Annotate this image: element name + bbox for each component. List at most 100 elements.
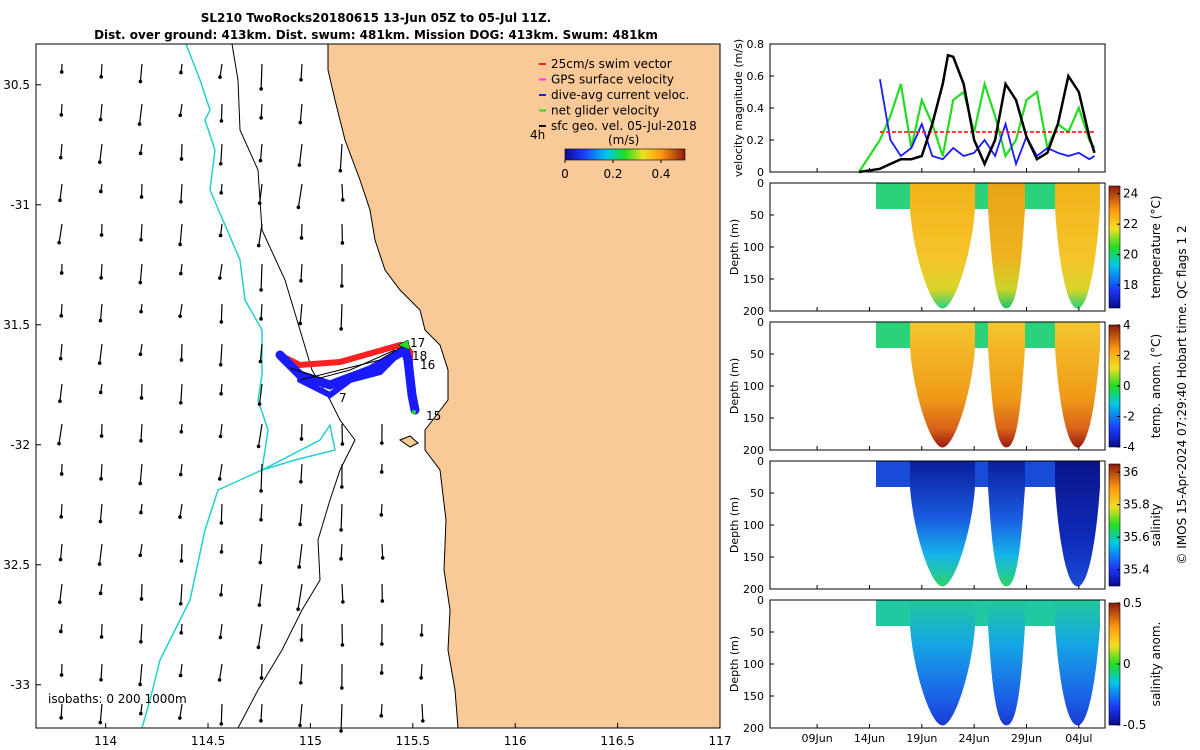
map-ytick-label: 30.5 [3,78,30,92]
current-arrowhead [256,444,261,449]
heatmap-cbar-tick-label: 4 [1123,318,1131,332]
current-arrowhead [340,442,345,446]
legend-note: 4h [530,128,545,142]
current-arrowhead [340,643,345,647]
map-xtick-label: 116.5 [600,734,634,748]
track-label: 16 [420,358,435,372]
current-arrow [297,583,303,610]
current-arrowhead [98,519,103,524]
heatmap-cbar-tick-label: 20 [1123,248,1138,262]
current-arrow [99,503,103,522]
current-arrow [300,623,303,640]
map-ytick-label: -31 [10,198,30,212]
heatmap-ylabel: Depth (m) [728,219,741,275]
current-arrow [219,463,223,480]
current-arrow [58,223,63,243]
current-arrowhead [217,477,222,481]
heatmap-ytick-label: 150 [743,412,764,425]
current-arrow [341,583,344,602]
heatmap-panel: 0 50 100 150 200 Depth (m) 4 2 0 -2 -4 temp. anom. … [728,316,1163,457]
chart-title-line1: SL210 TwoRocks20180615 13-Jun 05Z to 05-… [201,11,552,25]
current-arrowhead [59,515,63,519]
time-xtick-label: 29Jun [1011,732,1042,745]
colorbar-tick-label: 0 [561,167,569,181]
current-arrowhead [258,560,263,565]
heatmap-ytick-label: 150 [743,273,764,286]
current-arrowhead [138,151,143,156]
current-arrowhead [380,441,384,445]
current-arrow [140,223,143,240]
heatmap-cbar-label: temp. anom. (°C) [1149,334,1163,438]
chart-title-line2: Dist. over ground: 413km. Dist. swum: 48… [94,28,658,42]
current-arrowhead [178,113,183,118]
legend-label: GPS surface velocity [551,73,674,87]
current-arrow [138,103,143,125]
current-arrow [381,543,384,558]
current-arrow [59,383,63,402]
heatmap-cbar-tick-label: 35.8 [1123,498,1150,512]
current-arrowhead [258,359,263,364]
current-arrowhead [219,119,224,123]
current-arrow [180,383,183,403]
current-arrow [298,543,303,568]
current-arrowhead [219,550,224,554]
current-arrowhead [178,716,182,720]
current-arrowhead [58,155,63,160]
current-arrow [140,423,143,441]
current-arrow [99,343,103,364]
heatmap-cbar-tick-label: 35.6 [1123,530,1150,544]
current-arrowhead [339,327,343,331]
current-arrowhead [419,633,424,637]
current-arrowhead [299,78,303,82]
current-arrowhead [58,399,62,404]
current-arrowhead [58,356,63,361]
current-arrowhead [297,163,302,167]
velocity-series-line [879,79,1096,167]
velocity-panel: 0 0.2 0.4 0.6 0.8 velocity magnitude (m/s) [732,38,1106,179]
current-arrowhead [98,390,103,395]
heatmap-colorbar [1108,185,1121,309]
current-arrow [260,303,263,319]
current-arrowhead [218,276,222,280]
current-arrowhead [139,711,143,716]
heatmap-profile-lobe [988,183,1025,309]
current-arrowhead [339,528,343,532]
current-arrowhead [138,553,143,558]
current-arrow [258,583,263,606]
current-arrow [60,343,63,359]
current-arrowhead [218,434,223,439]
current-arrow [140,583,143,599]
current-arrow [220,303,223,322]
current-arrowhead [257,201,262,205]
current-arrow [220,503,223,523]
current-arrowhead [219,391,223,396]
current-arrowhead [98,117,103,122]
current-arrowhead [178,515,182,519]
current-arrowhead [219,190,223,195]
current-arrowhead [99,75,103,79]
current-arrowhead [58,198,62,203]
current-arrow [260,503,263,520]
current-arrow [380,703,383,716]
heatmap-profile-lobe [1055,322,1100,448]
heatmap-colorbar [1108,463,1121,587]
heatmap-ytick-label: 0 [757,594,764,607]
current-arrowhead [219,592,223,597]
current-arrow [140,623,143,642]
current-arrow [98,543,103,565]
current-arrowhead [97,361,102,365]
time-xtick-label: 14Jun [854,732,885,745]
heatmap-cbar-label: salinity anom. [1149,622,1163,707]
current-arrow [180,663,183,676]
current-arrow [297,183,303,208]
heatmap-profile-lobe [1055,183,1100,309]
heatmap-ytick-label: 50 [750,348,764,361]
current-arrowhead [299,638,304,642]
time-xtick-label: 04Jul [1065,732,1092,745]
map-xtick-label: 114 [94,734,117,748]
current-arrow [341,183,344,200]
current-arrowhead [99,233,104,237]
current-arrow [58,423,63,444]
current-arrow [180,583,183,604]
